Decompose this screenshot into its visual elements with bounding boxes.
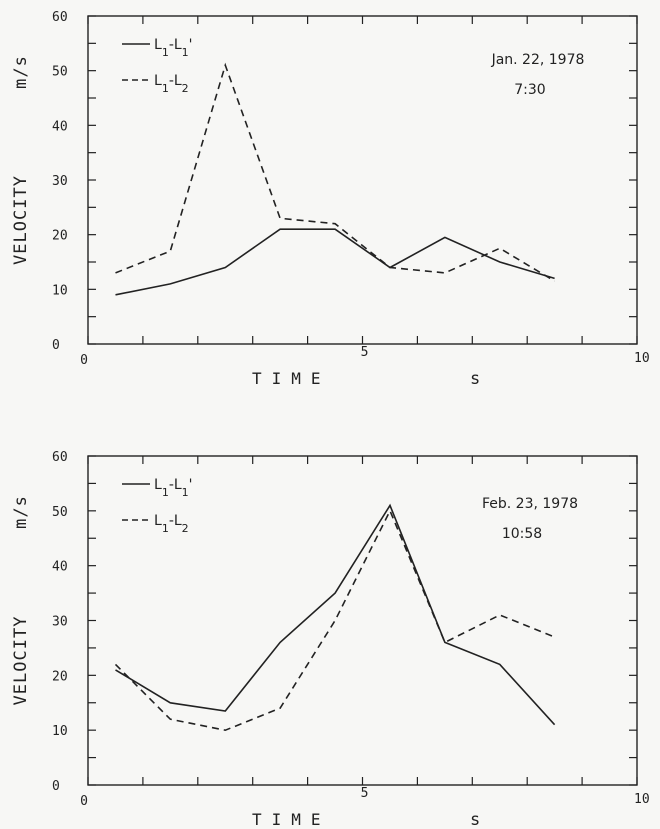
time-annotation: 10:58 bbox=[502, 526, 542, 542]
y-tick-label: 40 bbox=[52, 560, 68, 575]
x-axis-unit: s bbox=[470, 369, 481, 389]
chart-2: 0 10 20 30 40 50 60 0 5 10 VELOCITY m/s TIME s L1-L1' L… bbox=[11, 450, 650, 829]
y-axis-unit: m/s bbox=[11, 55, 31, 89]
x-tick-label: 10 bbox=[634, 351, 650, 366]
legend-label-2: L1-L2 bbox=[154, 73, 189, 95]
y-tick-label: 20 bbox=[52, 229, 68, 244]
series-line-1 bbox=[115, 228, 555, 296]
time-annotation: 7:30 bbox=[514, 82, 545, 98]
y-tick-label: 60 bbox=[52, 450, 68, 465]
legend-label-2: L1-L2 bbox=[154, 513, 189, 535]
chart-1: 0 10 20 30 40 50 60 0 5 10 VELOCITY m/s TIME s L1-L1' L… bbox=[11, 10, 650, 389]
y-tick-label: 40 bbox=[52, 119, 68, 134]
y-tick-label: 60 bbox=[52, 10, 68, 25]
y-axis-unit: m/s bbox=[11, 495, 31, 529]
y-tick-label: 50 bbox=[52, 65, 68, 80]
x-axis-title: TIME bbox=[252, 369, 331, 388]
y-axis-title: VELOCITY bbox=[11, 175, 31, 265]
x-tick-label: 0 bbox=[80, 794, 88, 809]
x-tick-label: 0 bbox=[80, 353, 88, 368]
legend-label-1: L1-L1' bbox=[154, 477, 193, 499]
x-axis-title: TIME bbox=[252, 810, 331, 829]
y-tick-label: 10 bbox=[52, 724, 68, 739]
series-line-1 bbox=[115, 503, 556, 726]
series-line-2 bbox=[115, 62, 556, 282]
x-tick-label: 5 bbox=[361, 786, 369, 801]
y-tick-label: 20 bbox=[52, 669, 68, 684]
date-annotation: Feb. 23, 1978 bbox=[482, 496, 578, 512]
series-line-2 bbox=[114, 508, 555, 732]
y-tick-label: 30 bbox=[52, 615, 68, 630]
y-tick-label: 10 bbox=[52, 283, 68, 298]
y-tick-label: 50 bbox=[52, 505, 68, 520]
y-tick-label: 30 bbox=[52, 174, 68, 189]
x-tick-label: 10 bbox=[634, 792, 650, 807]
y-axis-title: VELOCITY bbox=[11, 616, 31, 706]
x-axis-unit: s bbox=[470, 810, 481, 829]
y-tick-label: 0 bbox=[52, 779, 60, 794]
legend-label-1: L1-L1' bbox=[154, 37, 193, 59]
y-tick-label: 0 bbox=[52, 338, 60, 353]
x-tick-label: 5 bbox=[361, 345, 369, 360]
date-annotation: Jan. 22, 1978 bbox=[491, 52, 585, 68]
